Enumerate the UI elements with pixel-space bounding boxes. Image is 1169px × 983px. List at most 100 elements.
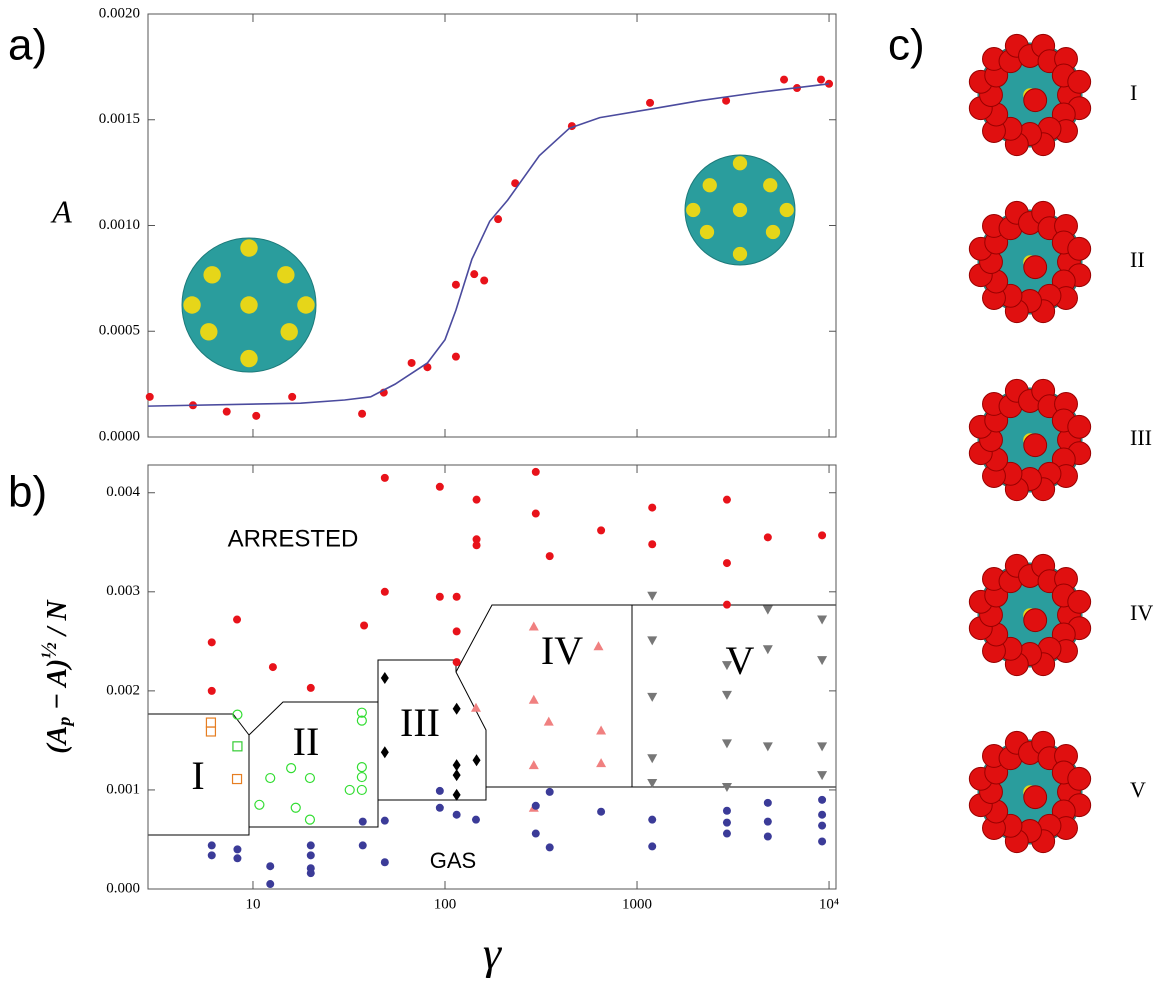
patch [240,296,257,313]
point [473,541,481,549]
point [436,787,444,795]
point [452,353,460,361]
bead [1024,786,1047,809]
point [233,775,242,784]
point [546,843,554,851]
point [266,774,275,783]
region-label: II [293,719,320,764]
patch [700,225,714,239]
bead [1024,89,1047,112]
point [436,593,444,601]
patch [240,350,257,367]
point [723,559,731,567]
point [532,830,540,838]
bead [1068,415,1091,438]
y-axis-label: A [50,193,72,229]
y-tick-label: 0.0010 [99,217,140,233]
point [648,540,656,548]
figure: a) b) c) A (Ap − A)½ / N γ IIIIIIIVV0.00… [0,0,1169,983]
point [233,742,242,751]
panel-label: a) [8,21,47,70]
point [817,656,827,665]
patch [733,247,747,261]
point [305,774,314,783]
structure-label: I [1130,80,1137,105]
point [818,796,826,804]
point [381,746,389,758]
point [408,359,416,367]
structure-label: V [1130,777,1146,802]
patch [280,323,297,340]
point [381,672,389,684]
point [722,691,732,700]
point [453,627,461,635]
point [453,658,461,666]
x-tick-label: 10 [245,896,260,912]
x-tick-label: 1000 [622,896,652,912]
point [345,785,354,794]
point [723,807,731,815]
point [233,616,241,624]
patch [277,266,294,283]
point [473,754,481,766]
panel-label: c) [888,21,925,70]
point [453,789,461,801]
point [817,742,827,751]
point [359,818,367,826]
point [647,592,657,601]
point [597,526,605,534]
point [208,851,216,859]
point [817,616,827,625]
point [208,841,216,849]
structure-label: III [1130,425,1152,450]
point [357,773,366,782]
point [764,799,772,807]
point [208,687,216,695]
point [817,76,825,84]
point [307,851,315,859]
y-label-part: / N [42,599,73,643]
point [381,588,389,596]
y-label-part: p [54,717,74,728]
point [360,621,368,629]
point [307,869,315,877]
structure-image [969,731,1090,852]
point [233,710,242,719]
point [269,663,277,671]
bead [1068,767,1091,790]
point [723,819,731,827]
point [818,837,826,845]
point [472,816,480,824]
patch [703,178,717,192]
bead [1068,237,1091,260]
structure-label: IV [1130,600,1153,625]
point [723,601,731,609]
point [307,684,315,692]
point [359,841,367,849]
patch [297,296,314,313]
point [529,621,539,630]
point [287,764,296,773]
structure-image [969,34,1090,155]
point [436,804,444,812]
point [647,636,657,645]
point [818,811,826,819]
point [647,693,657,702]
point [764,832,772,840]
point [453,703,461,715]
panel-label: b) [8,468,47,517]
y-tick-label: 0.0020 [99,5,140,21]
point [818,531,826,539]
patch [200,323,217,340]
structure-image [969,554,1090,675]
point [453,811,461,819]
point [593,641,603,650]
region-label: V [726,638,755,683]
patch [733,156,747,170]
y-tick-label: 0.001 [106,781,140,797]
y-label-part: (A [42,726,73,754]
point [233,845,241,853]
y-tick-label: 0.0000 [99,428,140,444]
region-label: IV [541,628,583,673]
patch [183,296,200,313]
